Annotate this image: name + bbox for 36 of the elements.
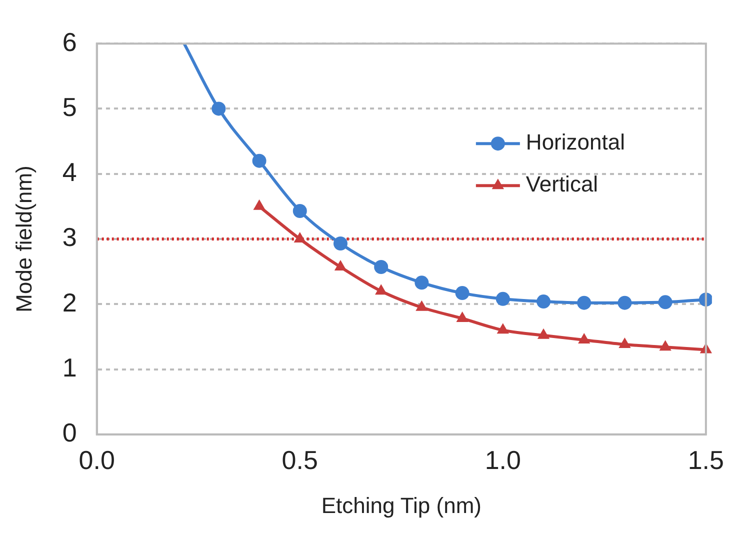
legend-label: Horizontal <box>526 130 625 155</box>
point <box>658 295 672 310</box>
point <box>292 204 307 218</box>
point <box>537 328 550 339</box>
x-axis-title: Etching Tip (nm) <box>321 492 482 518</box>
point <box>334 260 347 271</box>
y-tick-label: 5 <box>62 92 77 122</box>
point <box>618 338 631 348</box>
x-tick-label: 1.0 <box>484 445 521 476</box>
y-tick-label: 3 <box>62 222 77 252</box>
y-axis-title: Mode field(nm) <box>11 166 36 312</box>
point <box>252 154 266 168</box>
x-tick-label: 0.5 <box>282 445 318 476</box>
point <box>455 286 470 300</box>
y-tick-label: 0 <box>62 418 77 448</box>
point <box>496 323 509 334</box>
point <box>577 296 592 310</box>
point <box>333 236 348 251</box>
point <box>456 311 468 322</box>
y-tick-label: 4 <box>62 157 77 188</box>
point <box>374 260 388 274</box>
y-tick-label: 2 <box>62 287 77 318</box>
x-tick-label: 0.0 <box>78 445 115 476</box>
point <box>659 340 672 351</box>
x-tick-label: 1.5 <box>688 445 724 476</box>
point <box>578 332 590 344</box>
point <box>212 102 226 116</box>
legend-label: Vertical <box>526 172 598 197</box>
point <box>496 292 510 306</box>
point <box>416 300 428 311</box>
y-tick-label: 6 <box>62 26 77 57</box>
y-tick-label: 1 <box>62 352 77 382</box>
point <box>294 232 306 242</box>
point <box>414 276 429 290</box>
point <box>618 296 632 310</box>
point <box>536 294 551 309</box>
